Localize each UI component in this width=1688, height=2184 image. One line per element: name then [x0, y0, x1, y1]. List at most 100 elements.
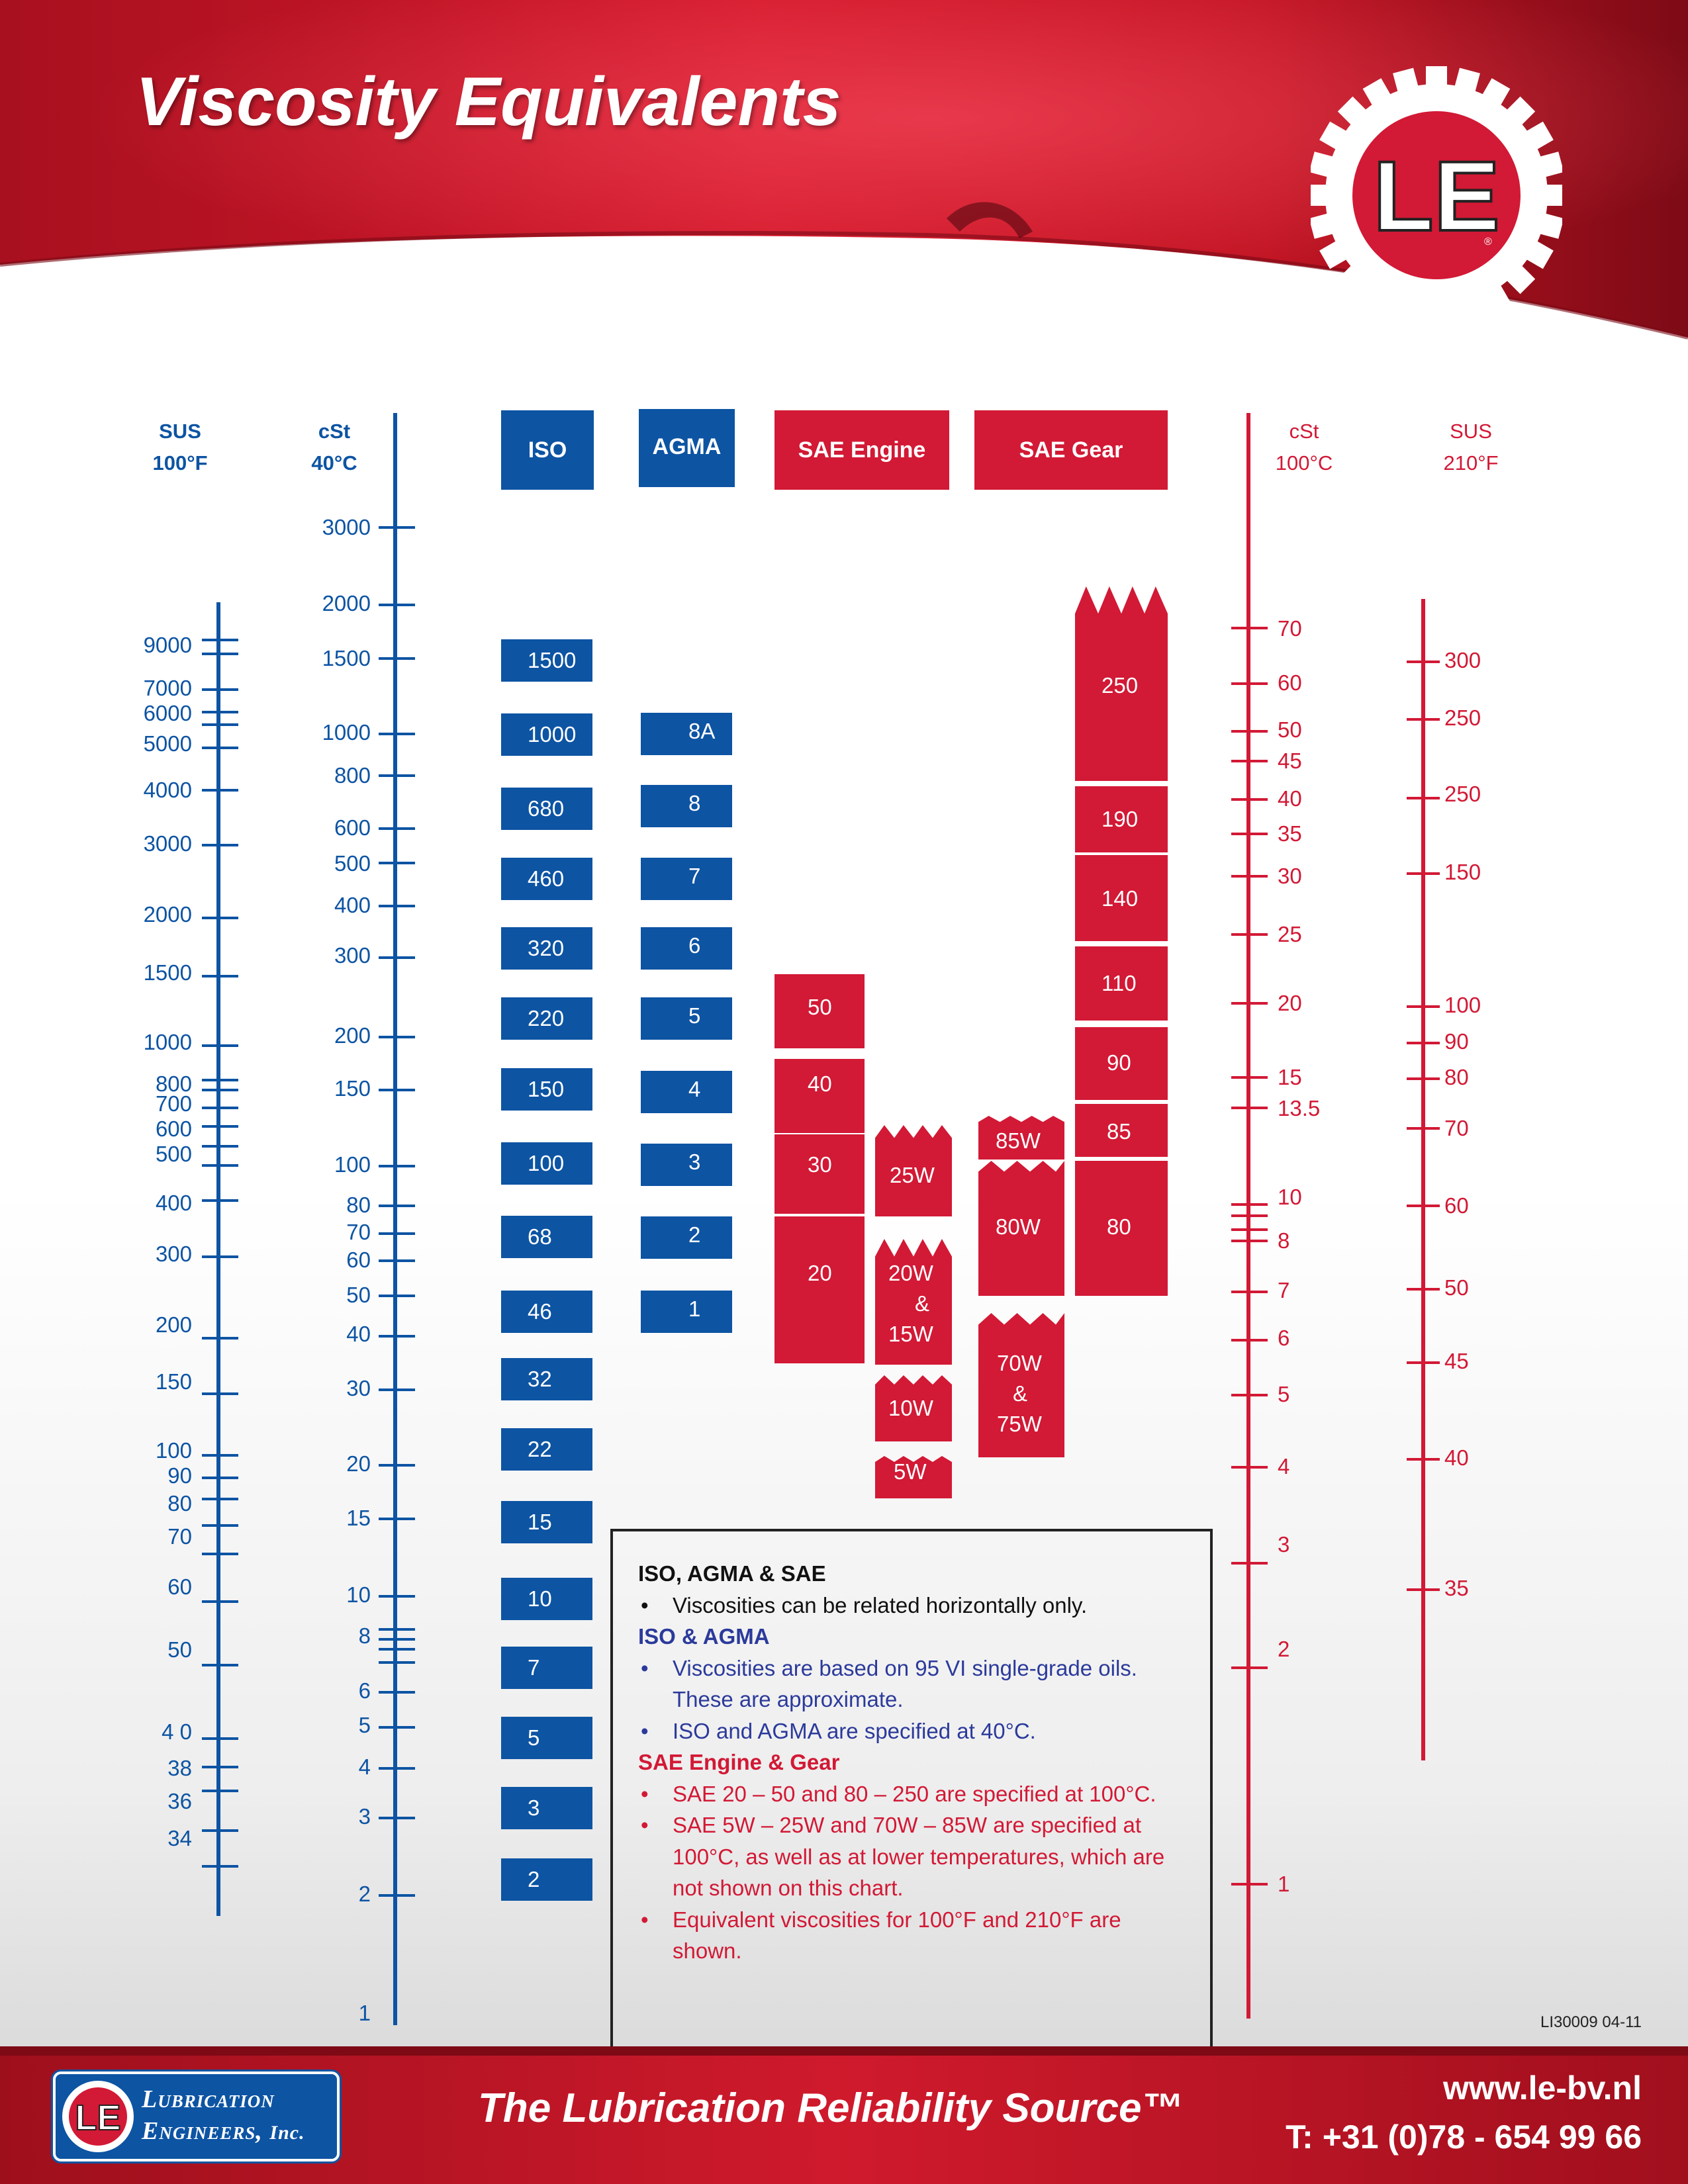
cst100-tick-label: 1	[1278, 1872, 1290, 1896]
sus100-tick	[202, 1089, 238, 1091]
iso-grade-box: 3	[501, 1787, 592, 1829]
header-banner	[0, 0, 1688, 344]
iso-grade-box: 2	[501, 1858, 592, 1901]
cst100-tick	[1231, 1214, 1268, 1217]
cst100-tick-label: 60	[1278, 670, 1302, 695]
sus100-tick-label: 300	[155, 1242, 192, 1266]
cst40-tick-label: 3000	[322, 515, 371, 539]
sus100-tick	[202, 1829, 238, 1832]
sus100-tick-label: 1000	[143, 1030, 192, 1054]
sus100-tick	[202, 917, 238, 919]
iso-grade-box-label: 22	[528, 1437, 552, 1461]
logo-line-engineers: Engineers,	[142, 2117, 263, 2145]
footer-website[interactable]: www.le-bv.nl	[1442, 2070, 1642, 2107]
iso-grade-box: 150	[501, 1068, 592, 1111]
sus100-header-line2: 100°F	[152, 451, 208, 475]
cst40-tick-label: 60	[346, 1248, 371, 1272]
cst40-tick-label: 100	[334, 1152, 371, 1177]
cst40-tick	[379, 657, 415, 660]
cst40-tick	[379, 1295, 415, 1297]
sae-engine-20w-15w-label: 20W	[888, 1261, 933, 1285]
agma-grade-box: 2	[641, 1216, 732, 1259]
sus210-tick	[1407, 718, 1440, 721]
sus210-tick-label: 150	[1444, 860, 1481, 884]
cst100-tick	[1231, 798, 1268, 801]
sae-gear-header: SAE Gear	[974, 410, 1168, 490]
notes-item-vi: Viscosities are based on 95 VI single-gr…	[638, 1653, 1186, 1715]
cst100-tick-label: 8	[1278, 1228, 1290, 1253]
sus100-tick	[202, 653, 238, 655]
sus100-tick	[202, 1553, 238, 1555]
cst100-tick-label: 45	[1278, 749, 1302, 773]
lubrication-engineers-logo: LE Lubrication Engineers, Inc.	[53, 2071, 340, 2161]
sae-engine-box-30: 30	[774, 1134, 865, 1214]
agma-grade-box-label: 8A	[688, 719, 716, 743]
sae-gear-box-80: 80	[1075, 1161, 1168, 1296]
sae-gear-70w-75w-label: 70W	[997, 1351, 1042, 1375]
cst100-tick-label: 10	[1278, 1185, 1302, 1209]
footer-tagline: The Lubrication Reliability Source™	[478, 2085, 1183, 2131]
sae-gear-box-140: 140	[1075, 855, 1168, 941]
sus100-axis	[216, 602, 220, 1916]
sus100-tick-label: 150	[155, 1369, 192, 1394]
cst40-tick-label: 70	[346, 1220, 371, 1244]
iso-grade-box-label: 150	[528, 1077, 565, 1101]
cst100-tick	[1231, 682, 1268, 685]
iso-grade-box: 1500	[501, 639, 592, 682]
cst40-tick-label: 30	[346, 1376, 371, 1400]
cst40-tick-label: 10	[346, 1582, 371, 1607]
cst100-tick-label: 50	[1278, 717, 1302, 742]
header-background	[0, 0, 1688, 340]
cst100-header: cSt 100°C	[1238, 416, 1370, 479]
notes-item-100c: SAE 20 – 50 and 80 – 250 are specified a…	[638, 1778, 1186, 1810]
notes-heading-general: ISO, AGMA & SAE	[638, 1561, 826, 1586]
agma-grade-box: 7	[641, 858, 732, 900]
iso-grade-box-label: 1000	[528, 722, 577, 747]
sae-engine-header: SAE Engine	[774, 410, 949, 490]
cst40-tick-label: 1000	[322, 720, 371, 745]
agma-header: AGMA	[639, 409, 735, 487]
sus100-header-line1: SUS	[159, 420, 201, 443]
cst100-tick	[1231, 1240, 1268, 1242]
cst40-tick-label: 50	[346, 1283, 371, 1307]
cst40-tick	[379, 1089, 415, 1091]
sus100-tick-label: 9000	[143, 633, 192, 657]
sus210-header-line2: 210°F	[1443, 451, 1499, 475]
sae-engine-box-40-label: 40	[808, 1071, 832, 1096]
page-title: Viscosity Equivalents	[136, 64, 841, 140]
iso-grade-box: 680	[501, 788, 592, 830]
sus100-tick	[202, 639, 238, 641]
cst100-tick	[1231, 833, 1268, 835]
cst40-tick-label: 5	[358, 1713, 371, 1737]
cst100-tick-label: 35	[1278, 821, 1302, 846]
sus210-tick	[1407, 1588, 1440, 1591]
cst40-tick	[379, 1894, 415, 1897]
sae-gear-box-190-label: 190	[1102, 807, 1139, 831]
cst40-tick	[379, 1232, 415, 1235]
cst40-tick	[379, 1205, 415, 1207]
cst40-tick	[379, 1518, 415, 1520]
cst40-tick	[379, 1464, 415, 1467]
iso-header: ISO	[501, 410, 594, 490]
cst40-tick	[379, 1259, 415, 1262]
sae-gear-box-80-label: 80	[1107, 1214, 1131, 1239]
cst40-tick-label: 2	[358, 1882, 371, 1906]
cst100-tick	[1231, 760, 1268, 762]
cst100-tick-label: 2	[1278, 1637, 1290, 1661]
iso-grade-box: 1000	[501, 713, 592, 756]
sus100-tick	[202, 1454, 238, 1457]
sus210-tick	[1407, 1458, 1440, 1461]
cst40-tick	[379, 1691, 415, 1694]
cst40-tick-label: 200	[334, 1023, 371, 1048]
cst40-tick	[379, 1036, 415, 1038]
sae-engine-box-10w-label: 10W	[888, 1396, 933, 1420]
cst40-tick	[379, 774, 415, 777]
sus100-tick	[202, 1107, 238, 1109]
logo-text: LE	[1373, 140, 1500, 251]
cst100-tick-label: 30	[1278, 864, 1302, 888]
cst40-tick-label: 2000	[322, 591, 371, 615]
sus100-tick-label: 60	[167, 1574, 192, 1599]
sae-engine-box-20-label: 20	[808, 1261, 832, 1285]
sus100-tick	[202, 1337, 238, 1340]
sus100-tick	[202, 1737, 238, 1740]
